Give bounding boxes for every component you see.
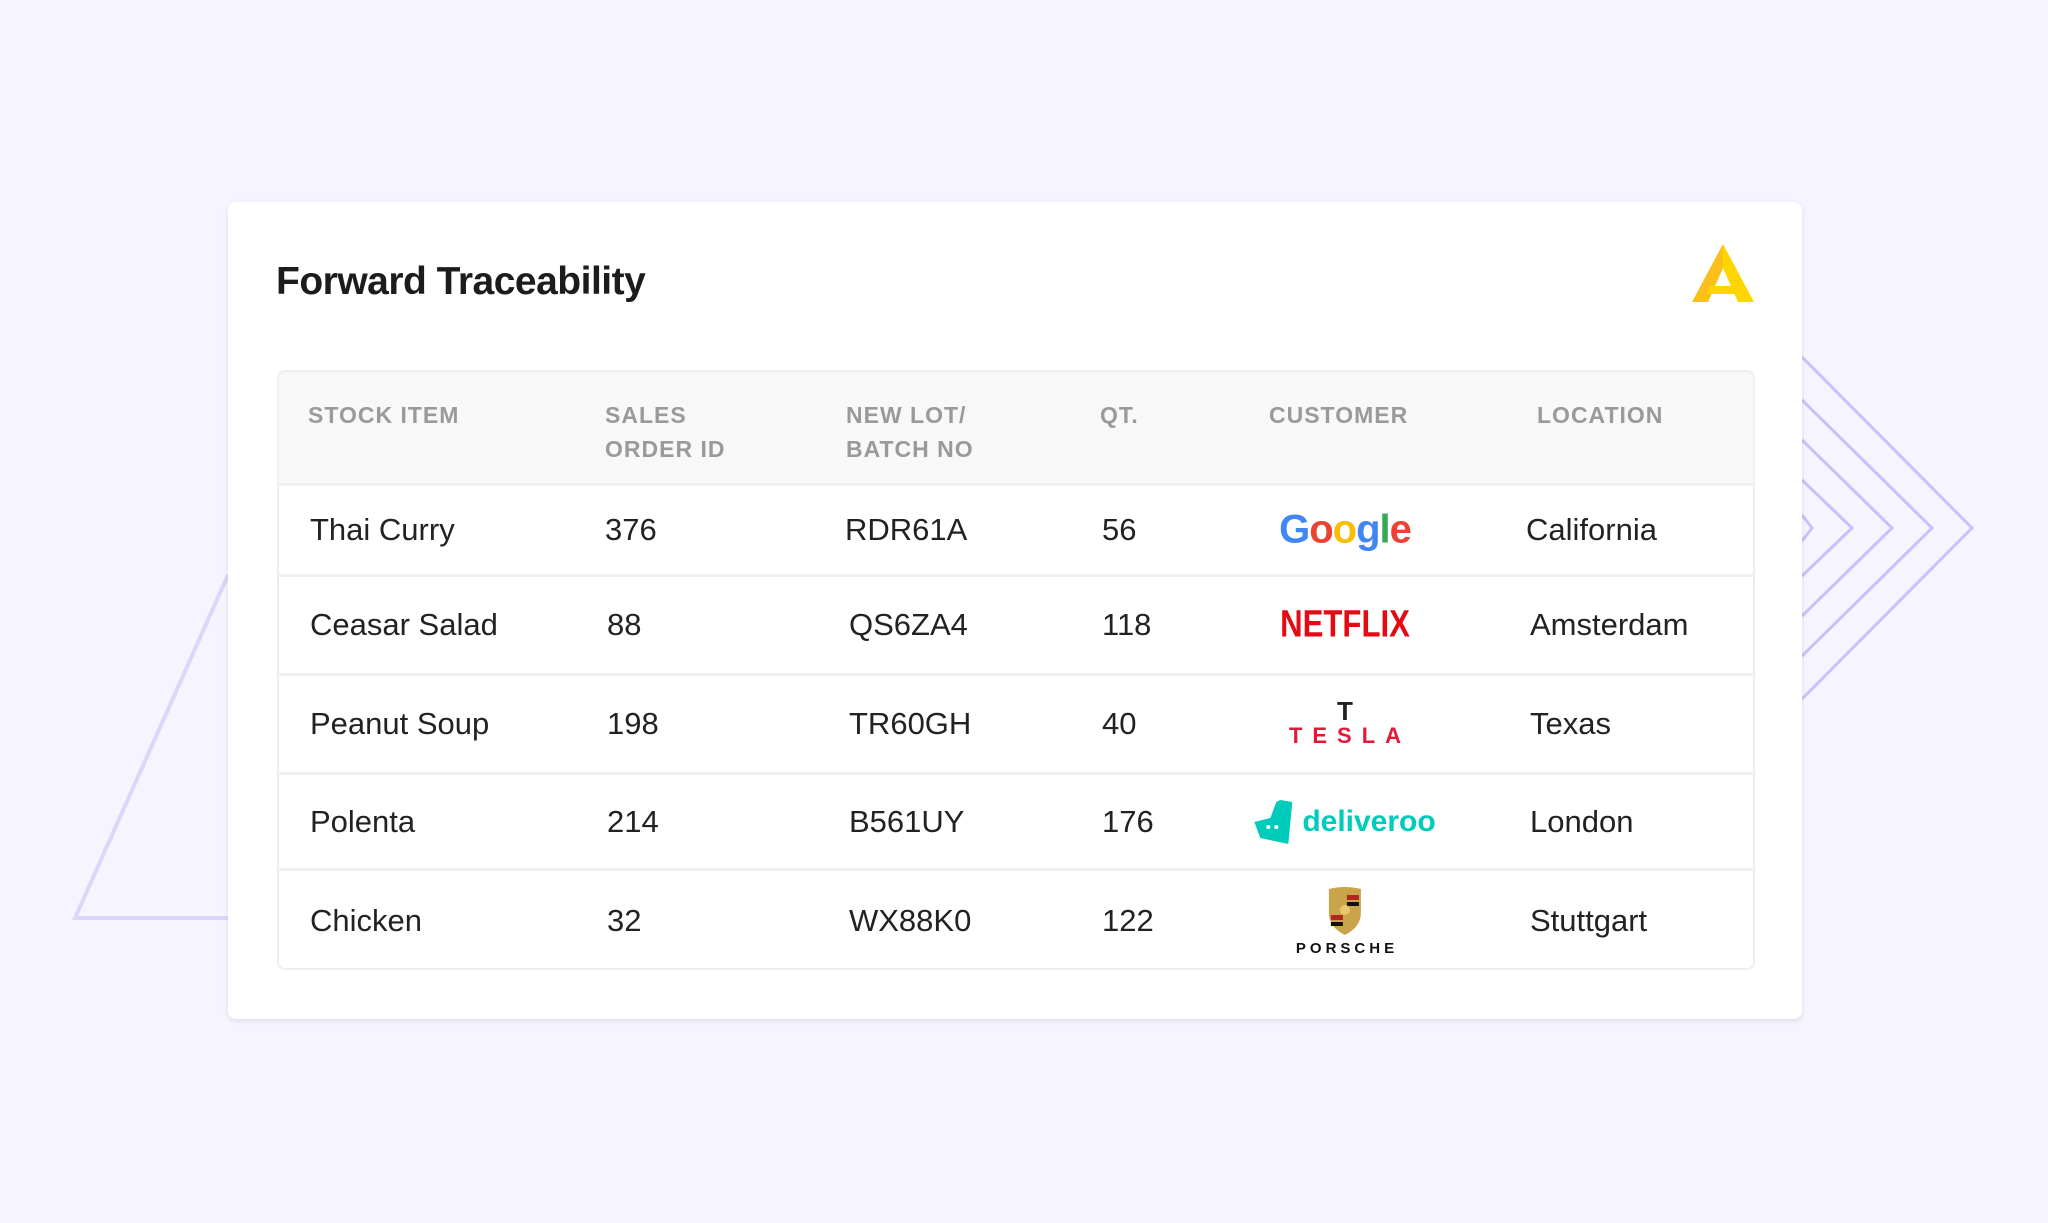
table-header: STOCK ITEM SALES ORDER ID NEW LOT/BATCH N… bbox=[279, 372, 1753, 483]
quantity: 122 bbox=[1102, 903, 1154, 938]
header-sales-order-id: SALES ORDER ID bbox=[605, 398, 725, 466]
porsche-crest-icon bbox=[1329, 887, 1361, 935]
stock-item: Chicken bbox=[310, 903, 422, 938]
location: Stuttgart bbox=[1530, 903, 1648, 938]
porsche-logo: PORSCHE bbox=[1296, 885, 1394, 957]
location: Amsterdam bbox=[1530, 607, 1689, 642]
porsche-wordmark: PORSCHE bbox=[1295, 940, 1399, 957]
stock-item: Polenta bbox=[310, 803, 416, 839]
stock-item: Thai Curry bbox=[310, 512, 455, 547]
header-text: LOCATION bbox=[1537, 402, 1664, 428]
header-text: NEW LOT/ bbox=[846, 402, 967, 428]
lot-number: TR60GH bbox=[849, 706, 972, 741]
brand-logo-icon bbox=[1692, 244, 1754, 302]
header-customer: CUSTOMER bbox=[1269, 398, 1408, 432]
traceability-table: STOCK ITEM SALES ORDER ID NEW LOT/BATCH N… bbox=[277, 370, 1755, 970]
header-text: BATCH NO bbox=[846, 436, 974, 462]
forward-traceability-card: Forward Traceability STOCK ITEM SALES ORD… bbox=[228, 202, 1802, 1019]
tesla-wordmark: TESLA bbox=[1288, 723, 1412, 748]
header-text: SALES bbox=[605, 402, 687, 428]
order-id: 32 bbox=[607, 903, 642, 938]
lot-number: RDR61A bbox=[845, 512, 968, 547]
header-text: STOCK ITEM bbox=[308, 402, 460, 428]
header-qty: QT. bbox=[1100, 398, 1139, 432]
tesla-logo: T TESLA bbox=[1289, 696, 1401, 749]
quantity: 118 bbox=[1102, 607, 1152, 642]
page-title: Forward Traceability bbox=[276, 260, 646, 303]
order-id: 214 bbox=[607, 803, 659, 839]
deliveroo-wordmark: deliveroo bbox=[1302, 804, 1436, 838]
header-text: ORDER ID bbox=[605, 436, 726, 462]
header-text: CUSTOMER bbox=[1269, 402, 1409, 428]
stock-item: Ceasar Salad bbox=[310, 607, 498, 642]
netflix-logo: NETFLIX bbox=[1280, 603, 1410, 646]
order-id: 376 bbox=[605, 512, 657, 547]
header-location: LOCATION bbox=[1537, 398, 1663, 432]
lot-number: QS6ZA4 bbox=[849, 607, 968, 642]
deliveroo-kangaroo-icon bbox=[1254, 799, 1293, 844]
quantity: 40 bbox=[1102, 706, 1137, 741]
lot-number: WX88K0 bbox=[849, 903, 972, 938]
stock-item: Peanut Soup bbox=[310, 706, 490, 741]
location: California bbox=[1526, 512, 1657, 547]
order-id: 88 bbox=[607, 607, 642, 642]
header-stock-item: STOCK ITEM bbox=[308, 398, 459, 432]
order-id: 198 bbox=[607, 706, 659, 741]
google-logo: Google bbox=[1279, 507, 1412, 552]
header-lot-batch: NEW LOT/BATCH NO bbox=[846, 398, 974, 466]
table-row[interactable]: Ceasar Salad 88 QS6ZA4 118 NETFLIX Amste… bbox=[279, 574, 1753, 673]
quantity: 176 bbox=[1102, 803, 1154, 839]
table-row[interactable]: Peanut Soup 198 TR60GH 40 T TESLA Texas bbox=[279, 673, 1753, 772]
deliveroo-logo: deliveroo bbox=[1254, 799, 1436, 844]
tesla-t-icon: T bbox=[1337, 696, 1353, 726]
location: Texas bbox=[1530, 706, 1611, 741]
location: London bbox=[1530, 803, 1634, 839]
table-row[interactable]: Polenta 214 B561UY 176 deliveroo London bbox=[279, 772, 1753, 868]
lot-number: B561UY bbox=[849, 803, 965, 839]
table-row[interactable]: Thai Curry 376 RDR61A 56 Google Californ… bbox=[279, 483, 1753, 574]
header-text: QT. bbox=[1100, 402, 1139, 428]
quantity: 56 bbox=[1102, 512, 1137, 547]
table-row[interactable]: Chicken 32 WX88K0 122 PORSCHE Stuttgart bbox=[279, 868, 1753, 968]
